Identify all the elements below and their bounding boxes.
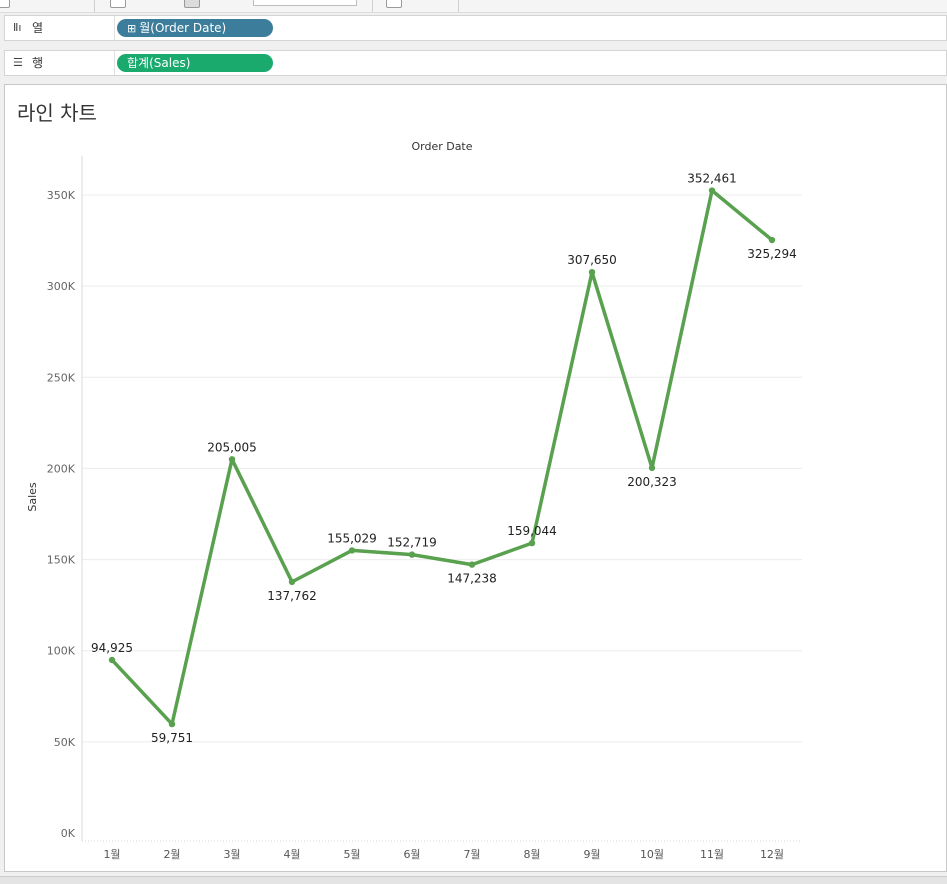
y-tick-label: 150K — [47, 554, 76, 567]
toolbar-icon[interactable] — [110, 0, 126, 8]
data-point — [108, 656, 116, 664]
y-tick-label: 250K — [47, 371, 76, 384]
x-tick-label: 11월 — [700, 848, 724, 861]
data-point — [408, 551, 416, 558]
pill-text: 합계(Sales) — [127, 56, 191, 70]
y-tick-label: 200K — [47, 462, 76, 475]
rows-icon: ☰ — [13, 56, 23, 69]
y-tick-label: 100K — [47, 645, 76, 658]
data-label: 307,650 — [567, 253, 617, 267]
data-label: 159,044 — [507, 524, 557, 538]
x-tick-label: 10월 — [640, 848, 664, 861]
sales-series-line — [110, 188, 774, 726]
rows-label-text: 행 — [32, 56, 44, 70]
toolbar — [0, 0, 947, 13]
data-point — [348, 547, 356, 554]
data-label: 325,294 — [747, 247, 797, 261]
toolbar-separator — [94, 0, 95, 12]
y-tick-label: 300K — [47, 280, 76, 293]
y-tick-label: 350K — [47, 189, 76, 202]
data-label: 205,005 — [207, 440, 257, 454]
x-axis-title: Order Date — [411, 140, 472, 153]
toolbar-icon[interactable] — [0, 0, 10, 8]
x-tick-label: 5월 — [343, 848, 360, 861]
data-label: 155,029 — [327, 531, 377, 545]
columns-label-text: 열 — [32, 21, 44, 35]
x-tick-label: 12월 — [760, 848, 784, 861]
pill-text: 월(Order Date) — [139, 21, 227, 35]
sales-sum-pill[interactable]: 합계(Sales) — [117, 54, 273, 72]
data-label: 152,719 — [387, 536, 437, 550]
data-point — [228, 456, 236, 463]
data-point — [168, 720, 176, 728]
data-label: 147,238 — [447, 572, 497, 586]
y-axis-title: Sales — [26, 482, 39, 512]
data-point — [468, 561, 476, 568]
bottom-tab-strip — [0, 876, 947, 884]
data-label: 352,461 — [687, 172, 737, 186]
data-point — [588, 268, 596, 276]
toolbar-separator — [458, 0, 459, 12]
y-tick-label: 0K — [61, 827, 76, 840]
x-tick-label: 9월 — [583, 848, 600, 861]
data-point — [288, 578, 296, 586]
toolbar-icon[interactable] — [386, 0, 402, 8]
rows-shelf[interactable]: ☰ 행 합계(Sales) — [4, 50, 947, 76]
y-tick-label: 50K — [54, 736, 76, 749]
toolbar-dropdown[interactable] — [253, 0, 357, 6]
columns-shelf-label: Ⅱı 열 — [5, 16, 115, 40]
columns-shelf[interactable]: Ⅱı 열 ⊞ 월(Order Date) — [4, 15, 947, 41]
order-date-month-pill[interactable]: ⊞ 월(Order Date) — [117, 19, 273, 37]
sheet-title: 라인 차트 — [17, 101, 97, 125]
data-label: 94,925 — [91, 641, 133, 655]
data-point — [528, 539, 536, 547]
data-point — [768, 236, 776, 244]
x-tick-label: 4월 — [283, 848, 300, 861]
x-tick-label: 1월 — [103, 848, 120, 861]
line-chart: Order Date Sales 0K 50K 100K 150K 200K 250K 300K… — [26, 140, 802, 861]
x-tick-label: 8월 — [523, 848, 540, 861]
x-tick-label: 6월 — [403, 848, 420, 861]
columns-icon: Ⅱı — [13, 21, 22, 34]
toolbar-separator — [372, 0, 373, 12]
rows-shelf-label: ☰ 행 — [5, 51, 115, 75]
x-tick-label: 7월 — [463, 848, 480, 861]
chart-view: 라인 차트 Order Date Sales 0K 50K 100K 150K 200K 25… — [4, 84, 947, 872]
data-label: 200,323 — [627, 475, 677, 489]
data-point — [648, 464, 656, 472]
toolbar-icon[interactable] — [184, 0, 200, 8]
data-label: 137,762 — [267, 589, 317, 603]
x-tick-label: 2월 — [163, 848, 180, 861]
x-tick-label: 3월 — [223, 848, 240, 861]
data-label: 59,751 — [151, 731, 193, 745]
plus-box-icon[interactable]: ⊞ — [127, 22, 137, 35]
data-point — [708, 187, 716, 194]
